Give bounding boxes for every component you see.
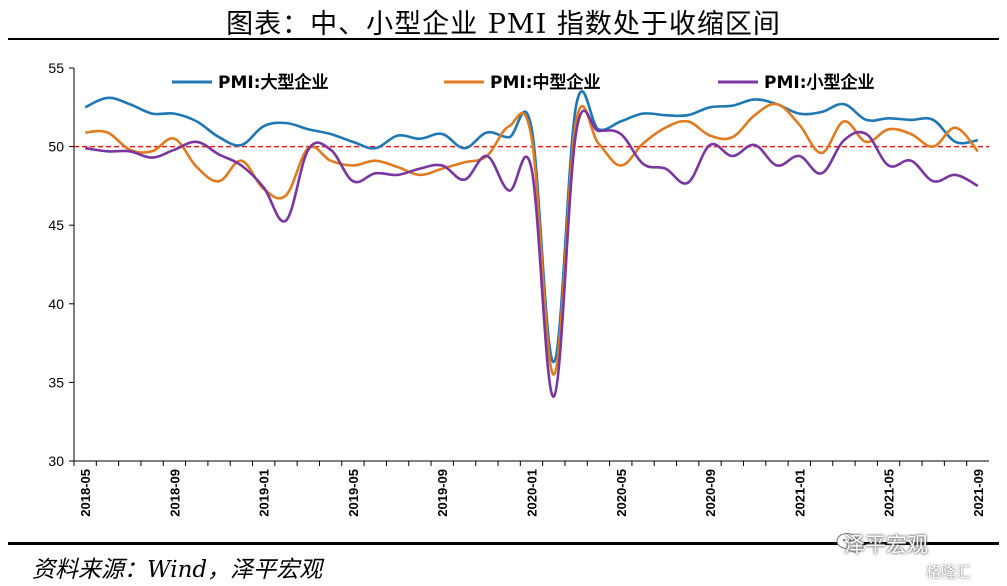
source-note: 资料来源：Wind，泽平宏观 xyxy=(32,557,323,583)
x-tick-label: 2020-01 xyxy=(525,469,540,517)
x-tick-label: 2021-09 xyxy=(971,469,986,517)
pmi-line-chart: 30 35 40 45 50 55 2018-05 2018-09 2019-01 2019-0… xyxy=(48,60,989,517)
wechat-icon xyxy=(836,533,864,553)
legend-label-small: PMI:小型企业 xyxy=(764,72,875,93)
y-tick-label: 45 xyxy=(48,217,64,233)
x-tick-label: 2021-01 xyxy=(792,469,807,517)
x-tick-label: 2020-05 xyxy=(614,469,629,517)
legend-label-large: PMI:大型企业 xyxy=(218,72,329,93)
x-tick-labels: 2018-05 2018-09 2019-01 2019-05 2019-09 2020-… xyxy=(78,469,986,517)
y-tick-labels: 30 35 40 45 50 55 xyxy=(48,60,64,469)
footer-rule xyxy=(8,542,999,545)
y-tick-label: 30 xyxy=(48,453,64,469)
chart-title: 图表：中、小型企业 PMI 指数处于收缩区间 xyxy=(226,9,781,40)
legend-label-medium: PMI:中型企业 xyxy=(490,72,601,93)
title-rule xyxy=(8,38,999,40)
x-tick-label: 2020-09 xyxy=(703,469,718,517)
chart-axes xyxy=(69,67,989,466)
x-tick-label: 2019-09 xyxy=(435,469,450,517)
y-tick-label: 40 xyxy=(48,296,64,312)
legend: PMI:大型企业 PMI:中型企业 PMI:小型企业 xyxy=(172,72,875,93)
series-line-small xyxy=(85,109,979,398)
watermark-platform: 格隆汇 xyxy=(926,563,972,581)
x-tick-label: 2021-05 xyxy=(882,469,897,517)
x-tick-label: 2018-09 xyxy=(167,469,182,517)
y-tick-label: 55 xyxy=(48,60,64,76)
y-tick-label: 50 xyxy=(48,139,64,155)
series-line-medium xyxy=(85,102,979,376)
x-tick-label: 2019-05 xyxy=(346,469,361,517)
series-lines xyxy=(84,90,979,398)
x-tick-label: 2019-01 xyxy=(257,469,272,517)
x-tick-label: 2018-05 xyxy=(78,469,93,517)
watermark-name: 泽平宏观 xyxy=(844,533,928,557)
y-tick-label: 35 xyxy=(48,374,64,390)
